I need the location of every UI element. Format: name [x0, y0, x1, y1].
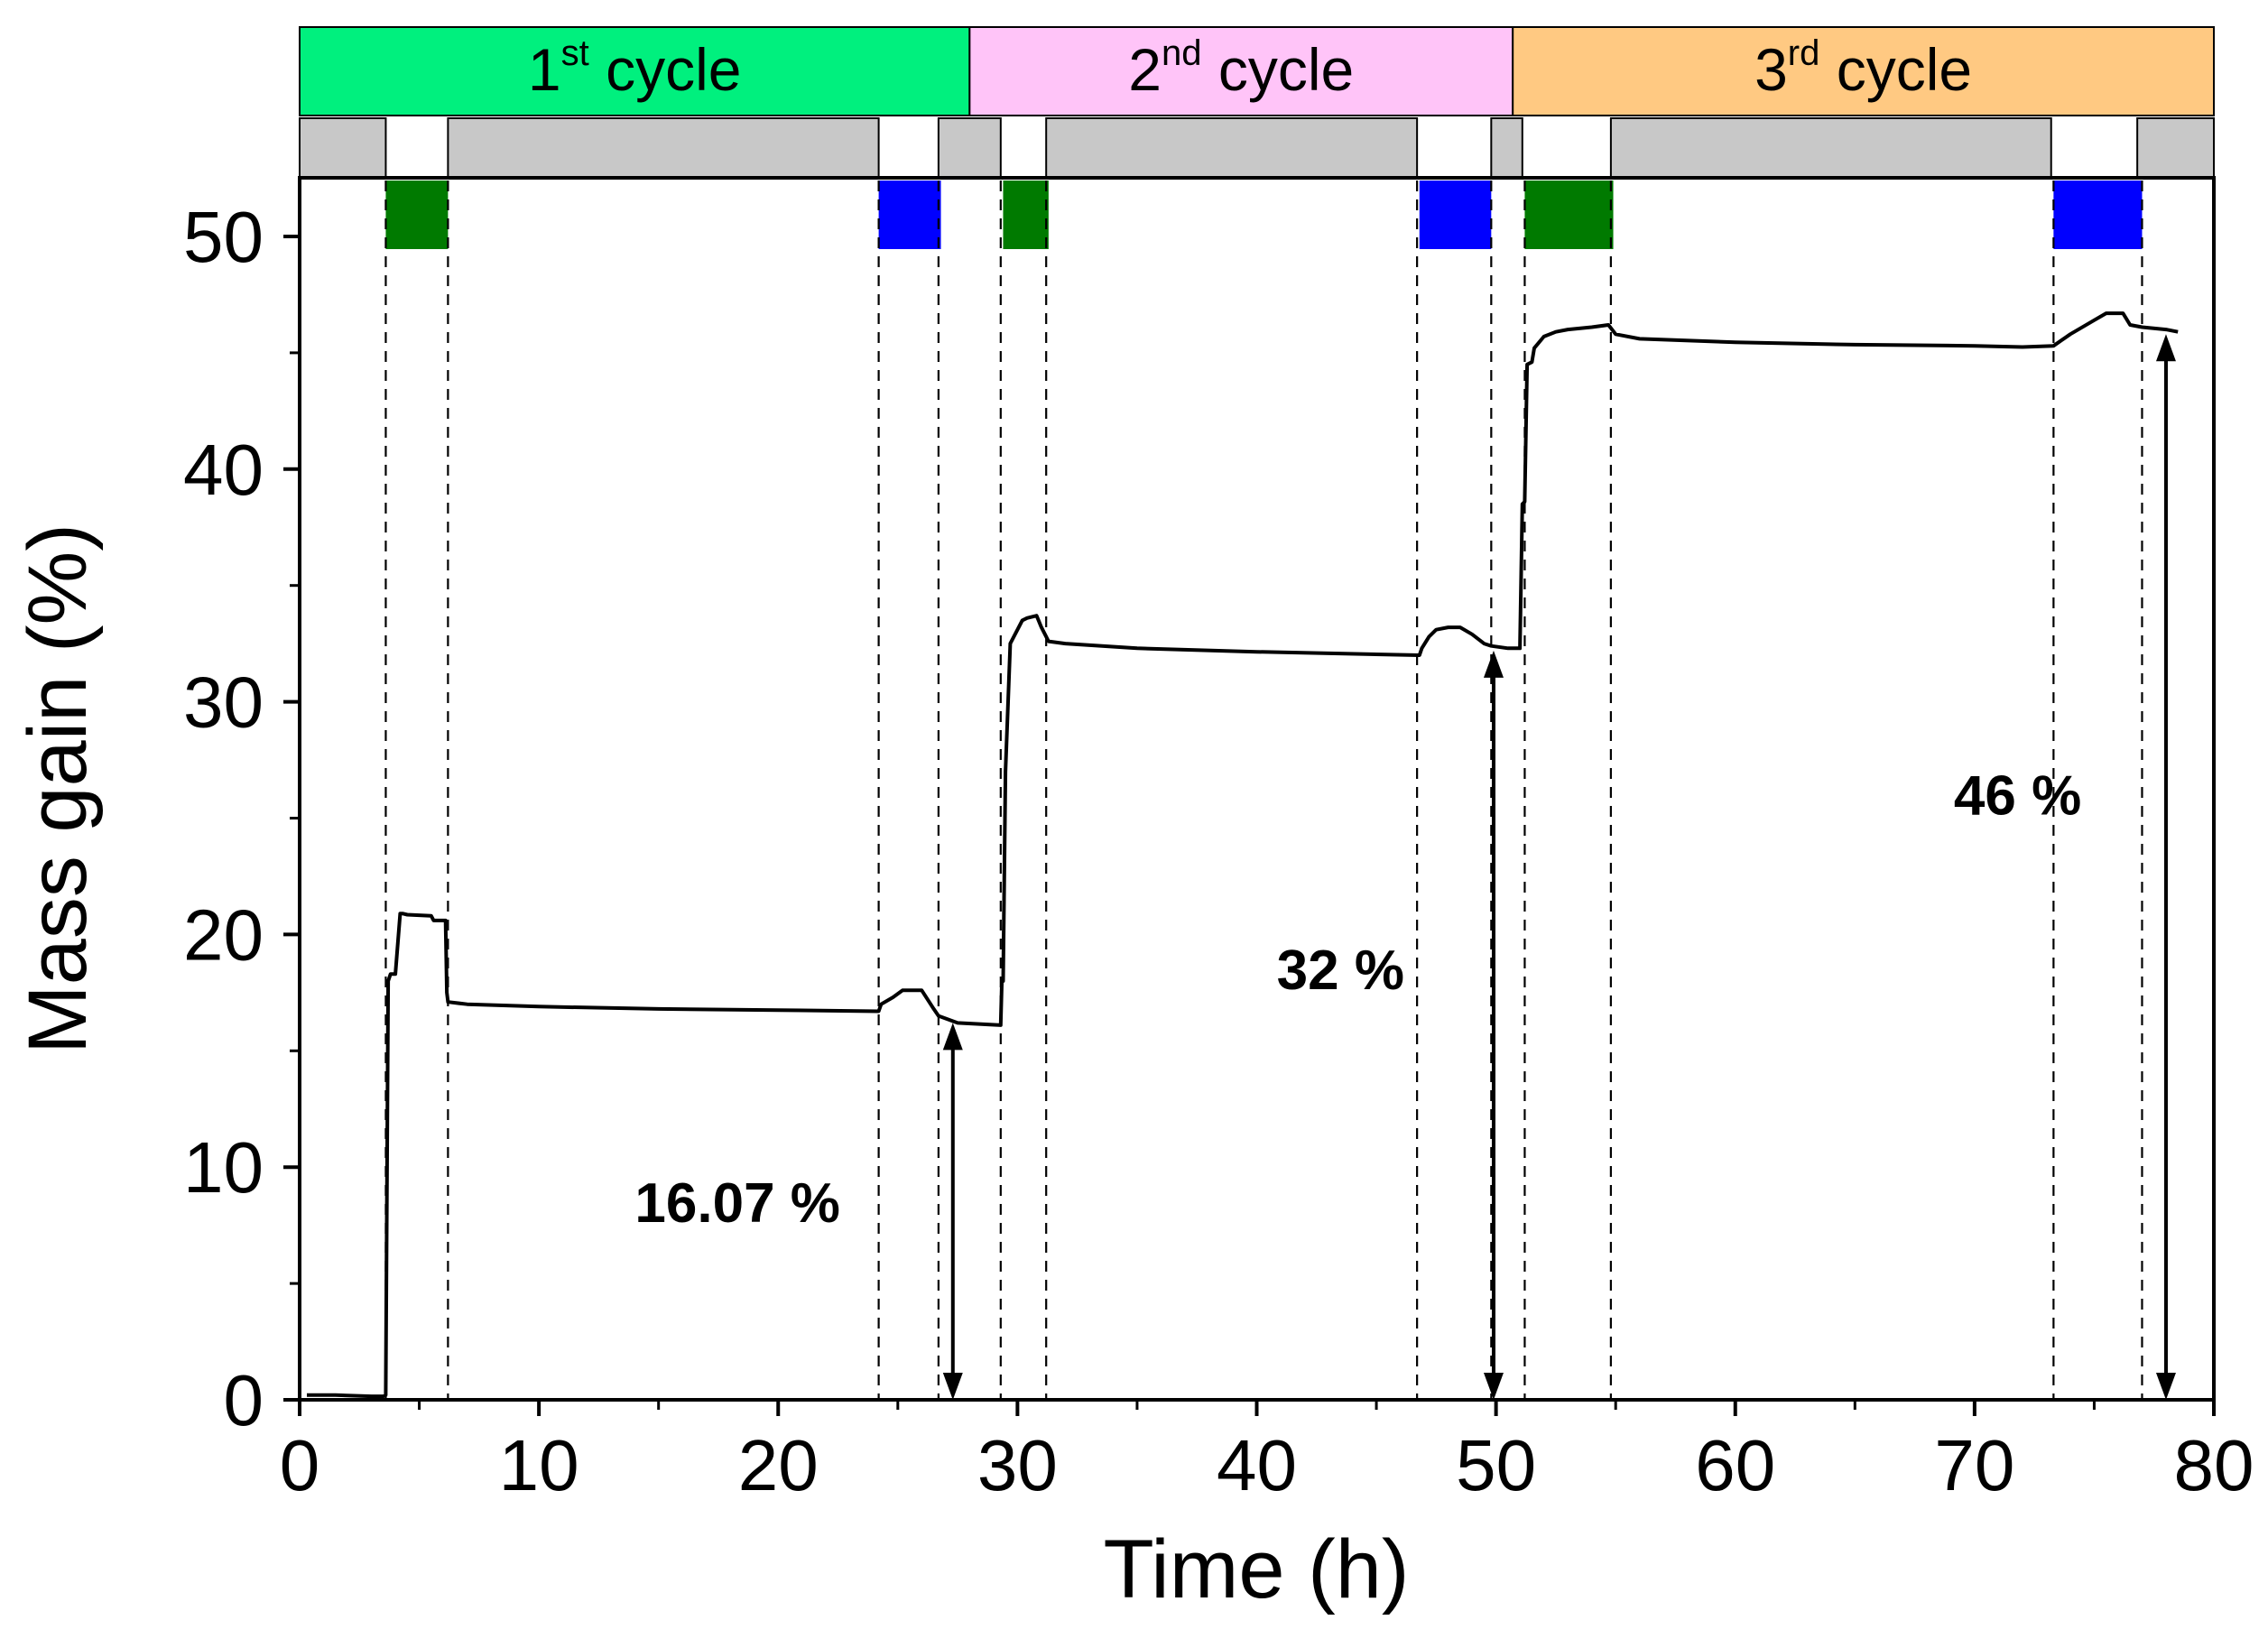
flow-bar-segment: [1490, 117, 1523, 179]
green-marker-block: [1003, 181, 1049, 249]
series-line: [307, 311, 2179, 1399]
y-tick-label: 20: [183, 894, 264, 975]
annotation-arrow-head-up: [1483, 650, 1504, 678]
blue-marker-block: [2053, 181, 2143, 249]
x-tick-label: 40: [1217, 1425, 1297, 1505]
annotation-label: 32 %: [1277, 940, 1404, 1002]
annotation-arrow-head-down: [1483, 1373, 1504, 1400]
flow-bar-segment: [447, 117, 880, 179]
y-tick-label: 40: [183, 430, 264, 510]
cycle-label-2: 2nd cycle: [1128, 33, 1354, 103]
axis-ticks-layer: 0 10 20 30 40 50 60 70 80 0 10 20 30 40 50: [183, 197, 2254, 1505]
cycle-band-layer: 1st cycle 2nd cycle 3rd cycle: [299, 26, 2215, 116]
x-tick-label: 0: [280, 1425, 320, 1505]
x-tick-label: 20: [738, 1425, 819, 1505]
series-layer: [307, 311, 2179, 1399]
annotation-label: 16.07 %: [634, 1172, 840, 1235]
blue-marker-block: [1419, 181, 1492, 249]
cycle-band-1: [299, 26, 971, 116]
cycle-label-1: 1st cycle: [528, 33, 742, 103]
annotation-arrow-head-down: [2155, 1373, 2176, 1400]
flow-bar-segment: [299, 117, 387, 179]
dashed-line-layer: [384, 181, 2143, 1400]
y-tick-label: 30: [183, 662, 264, 743]
annotation-label: 46 %: [1954, 765, 2081, 828]
annotation-arrow-head-up: [2155, 334, 2176, 362]
flow-bar-segment: [2136, 117, 2215, 179]
flow-bar-segment: [937, 117, 1002, 179]
annotation-layer: 16.07 % 32 % 46 %: [634, 334, 2176, 1400]
x-tick-label: 80: [2174, 1425, 2254, 1505]
x-axis-title: Time (h): [1103, 1523, 1409, 1616]
cycle-band-3: [1512, 26, 2215, 116]
x-tick-label: 30: [977, 1425, 1058, 1505]
blue-marker-block: [878, 181, 941, 249]
y-axis-title: Mass gain (%): [12, 523, 104, 1054]
flow-bar-layer: [299, 117, 2215, 179]
green-marker-block: [385, 181, 449, 249]
x-tick-label: 60: [1695, 1425, 1775, 1505]
plot-frame: [298, 176, 2216, 1402]
x-tick-label: 50: [1456, 1425, 1536, 1505]
cycle-label-3: 3rd cycle: [1754, 33, 1972, 103]
y-tick-label: 10: [183, 1127, 264, 1208]
green-marker-block: [1524, 181, 1614, 249]
x-tick-label: 10: [499, 1425, 579, 1505]
cycle-band-2: [968, 26, 1514, 116]
y-tick-label: 50: [183, 197, 264, 277]
annotation-arrow-head-down: [942, 1373, 963, 1400]
marker-block-layer: [385, 181, 2143, 249]
x-tick-label: 70: [1934, 1425, 2014, 1505]
flow-bar-segment: [1045, 117, 1419, 179]
annotation-arrow-head-up: [942, 1023, 963, 1051]
y-tick-label: 0: [224, 1360, 264, 1440]
flow-bar-segment: [1609, 117, 2052, 179]
